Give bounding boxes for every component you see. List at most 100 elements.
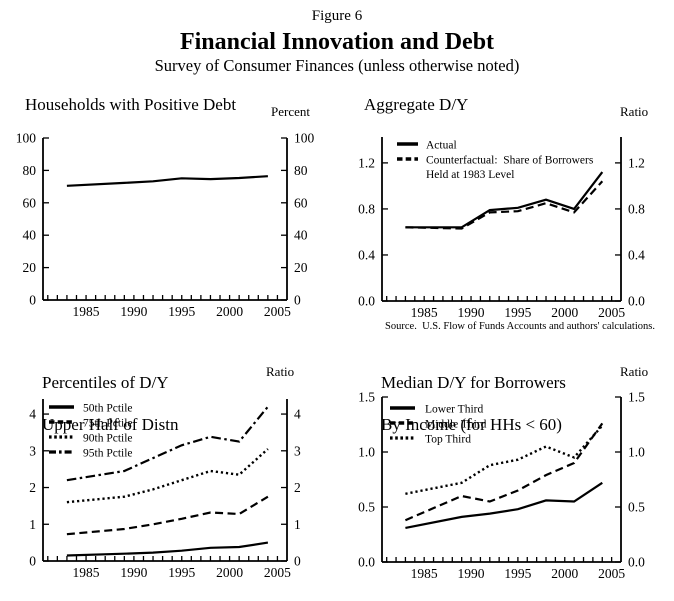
svg-text:0: 0 [294,554,301,569]
svg-text:1985: 1985 [73,565,100,580]
chart-percentiles-of-dy: 0 0 1 1 2 2 3 3 4 4 1985 1990 1995 2000 2005 50th Pctil… [29,399,301,580]
x-axis-ticks-labels: 1985 1990 1995 2000 2005 [47,295,291,319]
legend: Lower Third Middle Third Top Third [390,404,487,446]
panel-title: Percentiles of D/Y Upper Half of Distn [25,351,178,456]
y-axis-unit-label: Ratio [620,104,649,119]
svg-text:60: 60 [294,195,308,210]
svg-text:1995: 1995 [504,566,531,581]
source-note: Source. U.S. Flow of Funds Accounts and … [385,321,655,332]
series-line-lower-third [405,481,603,529]
svg-text:4: 4 [29,407,36,422]
panel-title-line2: Upper Half of Distn [42,415,179,434]
y-axis-ticks-labels: 0.0 0.0 0.4 0.4 0.8 0.8 1.2 1.2 [358,155,645,308]
svg-text:20: 20 [23,260,37,275]
svg-text:0: 0 [29,293,36,308]
y-axis-unit-label: Ratio [266,364,295,379]
svg-text:90th Pctile: 90th Pctile [83,433,133,445]
svg-text:2000: 2000 [551,566,578,581]
svg-text:1.0: 1.0 [628,445,645,460]
svg-text:1.2: 1.2 [358,155,375,170]
series-line-series-0 [66,175,268,187]
svg-text:95th Pctile: 95th Pctile [83,448,133,460]
svg-text:Actual: Actual [426,140,457,152]
svg-text:2000: 2000 [216,304,243,319]
svg-text:3: 3 [29,443,36,458]
svg-text:1.0: 1.0 [358,445,375,460]
svg-text:1995: 1995 [168,565,195,580]
axes [42,399,288,562]
svg-text:2000: 2000 [216,565,243,580]
svg-text:Middle Third: Middle Third [425,419,487,431]
svg-text:1990: 1990 [458,305,485,320]
y-axis-unit-label: Percent [271,104,310,119]
figure-number: Figure 6 [311,8,363,24]
panel-title-line1: Percentiles of D/Y [42,373,169,392]
series-line-top-third [405,424,604,495]
svg-text:2000: 2000 [551,305,578,320]
svg-text:100: 100 [16,131,37,146]
legend: 50th Pctile 75th Pctile 90th Pctile 95th Pc… [49,403,133,460]
y-axis-ticks-labels: 0.0 0.0 0.5 0.5 1.0 1.0 1.5 1.5 [358,390,645,570]
svg-text:1985: 1985 [411,566,438,581]
chart-aggregate-dy: 0.0 0.0 0.4 0.4 0.8 0.8 1.2 1.2 1985 1990 1995 2000… [358,137,645,320]
svg-text:40: 40 [294,228,308,243]
x-axis-ticks-labels: 1985 1990 1995 2000 2005 [47,556,291,580]
svg-text:0.5: 0.5 [628,500,645,515]
axes [42,138,288,301]
svg-text:1985: 1985 [411,305,438,320]
series-line-counterfactual-share-of-borrowers-held-at-1983-level [405,180,604,230]
svg-text:2005: 2005 [264,304,291,319]
svg-text:20: 20 [294,260,308,275]
chart-median-dy-for-borrowers: 0.0 0.0 0.5 0.5 1.0 1.0 1.5 1.5 1985 1990 1995 2000… [358,390,645,582]
svg-text:Lower Third: Lower Third [425,404,483,416]
svg-text:0.8: 0.8 [628,201,645,216]
y-axis-unit-label: Ratio [620,364,649,379]
svg-text:0.4: 0.4 [628,247,645,262]
svg-text:Counterfactual: Share of Borr: Counterfactual: Share of Borrowers [426,155,594,167]
panel-title-line1: Median D/Y for Borrowers [381,373,566,392]
svg-text:0: 0 [29,554,36,569]
svg-text:1995: 1995 [168,304,195,319]
svg-text:2: 2 [294,480,301,495]
svg-text:2005: 2005 [598,305,625,320]
panel-title: Households with Positive Debt [25,95,237,114]
x-axis-ticks-labels: 1985 1990 1995 2000 2005 [386,296,625,320]
svg-text:3: 3 [294,443,301,458]
svg-text:2005: 2005 [598,566,625,581]
svg-text:1: 1 [29,517,36,532]
svg-text:80: 80 [294,163,308,178]
y-axis-ticks-labels: 0 0 20 20 40 40 60 60 80 80 100 100 [16,131,315,308]
y-axis-ticks-labels: 0 0 1 1 2 2 3 3 4 4 [29,407,301,569]
svg-text:40: 40 [23,228,37,243]
chart-households-with-positive-debt: 0 0 20 20 40 40 60 60 80 80 100 100 1985 1990 1995 2000… [16,131,315,320]
svg-text:Top Third: Top Third [425,434,471,446]
svg-text:1990: 1990 [120,565,147,580]
series-line-90th-pctile [66,448,269,504]
svg-text:0.0: 0.0 [628,555,645,570]
svg-text:4: 4 [294,407,301,422]
axes [381,137,622,302]
svg-text:1.5: 1.5 [628,390,645,405]
svg-text:1.5: 1.5 [358,390,375,405]
svg-text:0.0: 0.0 [358,294,375,309]
svg-text:1990: 1990 [120,304,147,319]
svg-text:Held at 1983 Level: Held at 1983 Level [426,169,514,181]
figure-subtitle: Survey of Consumer Finances (unless othe… [154,56,520,75]
svg-text:60: 60 [23,195,37,210]
series-line-50th-pctile [66,541,269,557]
x-axis-ticks-labels: 1985 1990 1995 2000 2005 [386,557,625,581]
svg-text:0.5: 0.5 [358,500,375,515]
svg-text:75th Pctile: 75th Pctile [83,418,133,430]
svg-text:1985: 1985 [73,304,100,319]
svg-text:1990: 1990 [458,566,485,581]
panel-title: Aggregate D/Y [364,95,469,114]
svg-text:1995: 1995 [504,305,531,320]
svg-text:0: 0 [294,293,301,308]
figure-title: Financial Innovation and Debt [179,29,495,55]
legend: Actual Counterfactual: Share of Borrowers… [397,140,594,181]
series-line-95th-pctile [66,406,269,482]
svg-text:0.8: 0.8 [358,201,375,216]
svg-text:80: 80 [23,163,37,178]
axes [381,397,622,563]
svg-text:2: 2 [29,480,36,495]
